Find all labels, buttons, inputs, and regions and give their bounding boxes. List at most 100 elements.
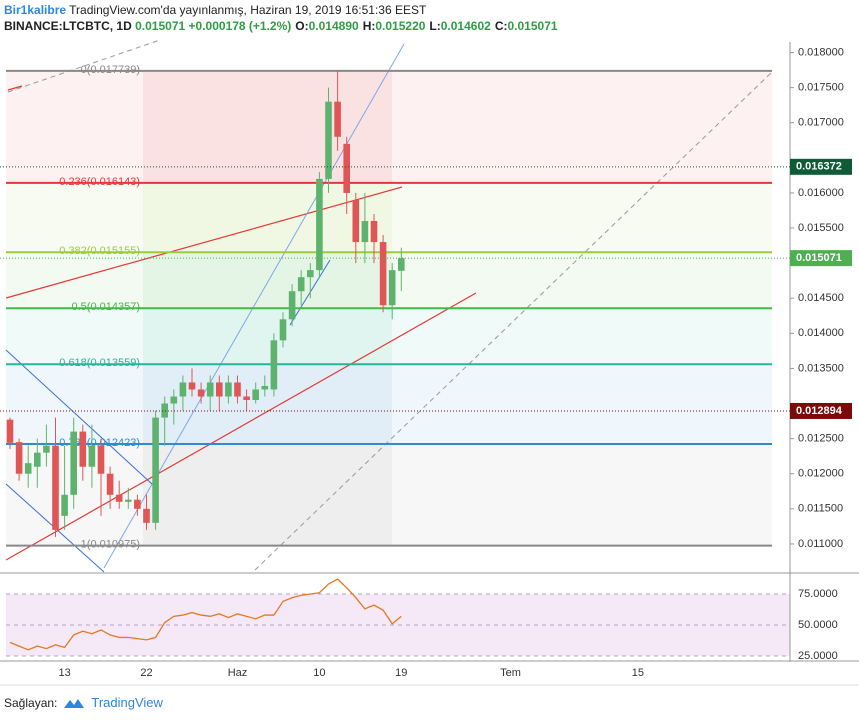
x-tick-label: Tem bbox=[500, 667, 521, 679]
candle-body bbox=[288, 291, 296, 320]
last-price: 0.015071 bbox=[135, 19, 186, 33]
candle-body bbox=[352, 199, 360, 243]
candle-body bbox=[161, 403, 168, 418]
fib-band bbox=[6, 364, 772, 445]
fib-band bbox=[143, 308, 392, 365]
candle-body bbox=[97, 445, 105, 474]
x-tick-label: 13 bbox=[58, 667, 70, 679]
candle-body bbox=[206, 382, 214, 397]
candle-body bbox=[15, 442, 23, 474]
change: +0.000178 (+1.2%) bbox=[188, 19, 292, 33]
candle-body bbox=[134, 499, 141, 509]
candle-body bbox=[170, 396, 178, 404]
candle-body bbox=[52, 445, 59, 530]
candle-body bbox=[297, 277, 305, 292]
brand[interactable]: TradingView bbox=[91, 695, 163, 710]
trend-line bbox=[7, 85, 23, 91]
candle-body bbox=[388, 270, 396, 306]
candle-body bbox=[334, 101, 341, 137]
candle-body bbox=[88, 445, 96, 467]
y-tick-label: 0.013500 bbox=[798, 362, 844, 374]
candle-body bbox=[143, 508, 150, 523]
candle-body bbox=[398, 258, 405, 271]
candle-body bbox=[379, 242, 387, 306]
candle-body bbox=[343, 143, 350, 193]
x-tick-label: 22 bbox=[140, 667, 152, 679]
fib-band bbox=[143, 182, 392, 253]
ohlc-value: 0.015071 bbox=[507, 19, 558, 33]
rsi-tick-label: 25.0000 bbox=[798, 650, 838, 662]
plot-bg bbox=[0, 42, 790, 660]
fib-band bbox=[6, 444, 772, 546]
candle-body bbox=[243, 396, 250, 401]
fib-band bbox=[143, 252, 392, 309]
trend-line bbox=[254, 71, 773, 571]
candle-body bbox=[325, 101, 332, 179]
ohlc-value: 0.014602 bbox=[440, 19, 491, 33]
y-tick-label: 0.012000 bbox=[798, 468, 844, 480]
fib-band bbox=[143, 364, 392, 445]
price-badge-label: 0.012894 bbox=[796, 405, 843, 417]
y-tick-label: 0.014000 bbox=[798, 327, 844, 339]
y-tick-label: 0.017000 bbox=[798, 117, 844, 129]
candle-body bbox=[70, 431, 77, 495]
candle-body bbox=[106, 473, 114, 495]
fib-label: 0.618(0.013559) bbox=[59, 357, 140, 369]
x-tick-label: Haz bbox=[228, 667, 248, 679]
rsi-tick-label: 50.0000 bbox=[798, 619, 838, 631]
fib-label: 0.382(0.015155) bbox=[59, 245, 140, 257]
candle-body bbox=[261, 385, 269, 390]
x-tick-label: 10 bbox=[313, 667, 325, 679]
candle-body bbox=[197, 389, 205, 397]
price-badge-label: 0.016372 bbox=[796, 161, 842, 173]
price-badge bbox=[790, 158, 852, 175]
symbol: BINANCE:LTCBTC, 1D bbox=[4, 19, 132, 33]
fib-band bbox=[6, 70, 772, 183]
x-tick-label: 15 bbox=[632, 667, 644, 679]
header: Bir1kalibre TradingView.com'da yayınlanm… bbox=[4, 2, 558, 34]
fib-band bbox=[143, 444, 392, 546]
candle-body bbox=[152, 417, 159, 523]
rsi-line bbox=[9, 578, 402, 651]
candle-body bbox=[115, 494, 123, 502]
y-tick-label: 0.016000 bbox=[798, 187, 844, 199]
price-badge bbox=[790, 402, 852, 419]
fib-band bbox=[143, 70, 392, 183]
fib-band bbox=[6, 308, 772, 365]
candle-body bbox=[34, 452, 41, 467]
candle-body bbox=[234, 382, 241, 397]
candle-body bbox=[370, 221, 378, 243]
fib-label: 0.786(0.012423) bbox=[59, 437, 140, 449]
logo bbox=[64, 698, 85, 708]
ohlc-key: O: bbox=[295, 19, 309, 33]
candle-body bbox=[279, 319, 287, 341]
candle-body bbox=[188, 382, 196, 390]
price-badge-label: 0.015071 bbox=[796, 252, 842, 264]
candle-body bbox=[61, 494, 68, 516]
candle-body bbox=[270, 340, 278, 390]
candle-body bbox=[225, 382, 232, 397]
price-badge bbox=[790, 250, 852, 267]
x-tick-label: 19 bbox=[395, 667, 407, 679]
candle-body bbox=[252, 389, 259, 401]
footer: Sağlayan: TradingView bbox=[4, 695, 163, 710]
y-tick-label: 0.017500 bbox=[798, 82, 844, 94]
provider: Sağlayan: bbox=[4, 695, 58, 710]
candle-body bbox=[79, 431, 87, 467]
fib-label: 0.5(0.014357) bbox=[72, 301, 141, 313]
ohlc-key: L: bbox=[429, 19, 441, 33]
fib-label: 0.236(0.016143) bbox=[59, 176, 140, 188]
trend-line bbox=[5, 186, 403, 299]
y-tick-label: 0.011500 bbox=[798, 503, 843, 515]
y-tick-label: 0.011000 bbox=[798, 538, 843, 550]
ohlc-key: H: bbox=[362, 19, 376, 33]
trend-line bbox=[5, 292, 477, 561]
fib-label: 1(0.010975) bbox=[81, 539, 140, 551]
y-tick-label: 0.015500 bbox=[798, 222, 844, 234]
y-tick-label: 0.018000 bbox=[798, 46, 844, 58]
candle-body bbox=[24, 463, 32, 474]
candle-body bbox=[361, 221, 369, 243]
published: TradingView.com'da yayınlanmış, Haziran … bbox=[69, 3, 427, 17]
